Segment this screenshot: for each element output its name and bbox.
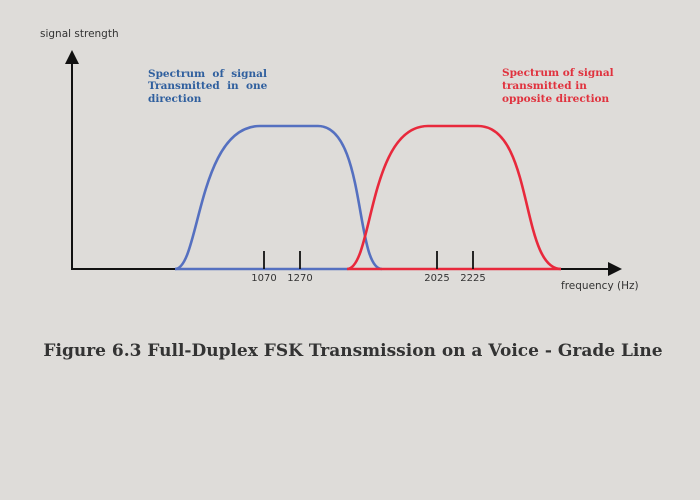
tick-label-1070: 1070 xyxy=(251,273,276,284)
x-axis-arrow xyxy=(608,262,622,276)
figure-caption: Figure 6.3 Full-Duplex FSK Transmission … xyxy=(43,341,662,361)
left-spectrum-curve xyxy=(174,124,383,271)
right-spectrum-curve xyxy=(346,124,562,271)
right-spectrum-annotation: Spectrum of signal transmitted in opposi… xyxy=(502,67,614,105)
y-axis-arrow xyxy=(65,50,79,64)
y-axis-label: signal strength xyxy=(40,28,119,40)
x-axis-label: frequency (Hz) xyxy=(561,280,639,292)
left-annotation-line-3: direction xyxy=(148,93,202,105)
left-annotation-line-2: Transmitted in one xyxy=(148,80,268,92)
left-annotation-line-1: Spectrum of signal xyxy=(148,68,267,80)
tick-label-1270: 1270 xyxy=(287,273,312,284)
tick-label-2025: 2025 xyxy=(424,273,449,284)
tick-label-2225: 2225 xyxy=(460,273,485,284)
right-annotation-line-2: transmitted in xyxy=(502,80,587,92)
left-spectrum-annotation: Spectrum of signal Transmitted in one di… xyxy=(148,68,268,105)
right-annotation-line-3: opposite direction xyxy=(502,93,610,105)
right-annotation-line-1: Spectrum of signal xyxy=(502,67,614,79)
